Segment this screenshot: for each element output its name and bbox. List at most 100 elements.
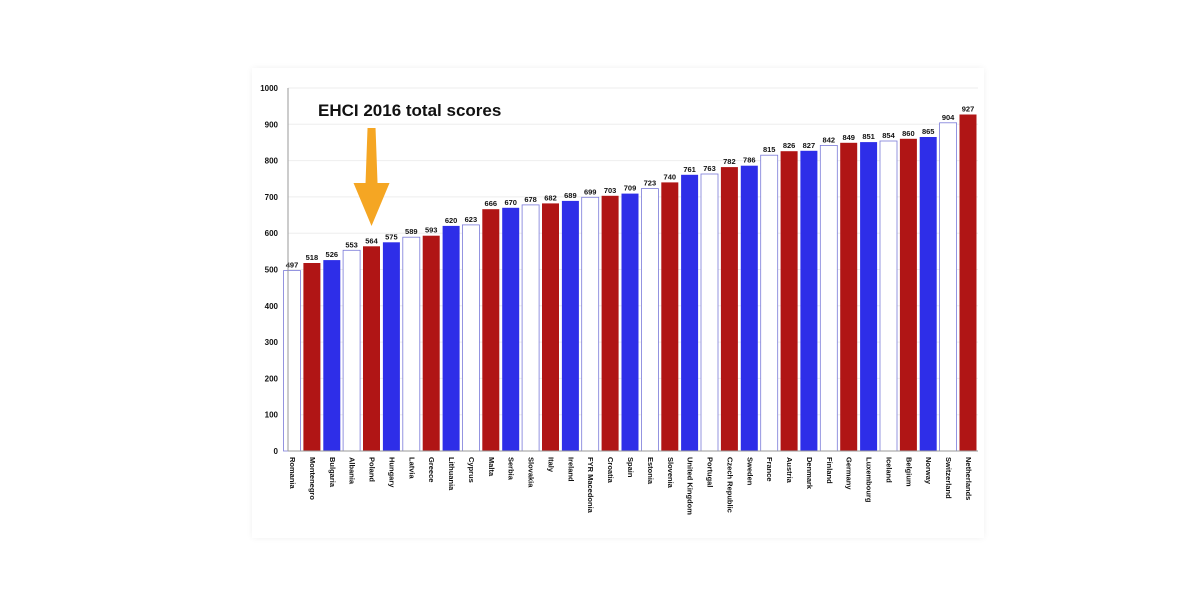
value-label: 740: [664, 172, 677, 181]
bar-luxembourg: [860, 142, 878, 451]
value-label: 709: [624, 184, 637, 193]
bar-sweden: [740, 165, 758, 451]
value-label: 689: [564, 191, 577, 200]
value-label: 927: [962, 105, 975, 114]
bar-germany: [840, 142, 858, 452]
category-label: Sweden: [745, 457, 754, 486]
category-label: Belgium: [904, 457, 913, 487]
category-label: Luxembourg: [865, 457, 874, 503]
bar-finland: [819, 145, 838, 452]
bar-albania: [342, 249, 361, 452]
category-label: Austria: [785, 457, 794, 484]
value-label: 623: [465, 215, 478, 224]
value-label: 786: [743, 156, 756, 165]
bar-denmark: [800, 150, 818, 452]
category-label: Spain: [626, 457, 635, 478]
y-tick-label: 200: [265, 374, 279, 383]
category-label: Croatia: [606, 457, 615, 484]
value-label: 865: [922, 127, 935, 136]
value-label: 782: [723, 157, 736, 166]
bar-italy: [542, 203, 559, 451]
value-label: 526: [326, 250, 339, 259]
arrow-shape: [353, 128, 390, 226]
value-label: 849: [842, 133, 855, 142]
category-label: Czech Republic: [725, 457, 734, 513]
category-label: Cyprus: [467, 457, 476, 483]
value-label: 842: [823, 135, 836, 144]
bar-greece: [422, 235, 440, 451]
y-tick-label: 800: [265, 157, 279, 166]
value-label: 763: [703, 164, 716, 173]
y-tick-label: 300: [265, 338, 279, 347]
bar-montenegro: [303, 263, 321, 451]
value-label: 860: [902, 129, 915, 138]
category-label: Slovenia: [666, 457, 675, 489]
category-label: Greece: [427, 457, 436, 482]
category-label: FYR Macedonia: [586, 457, 595, 514]
bar-czech-republic: [720, 167, 738, 451]
category-label: Denmark: [805, 457, 814, 490]
bar-poland: [363, 246, 380, 451]
value-label: 699: [584, 187, 597, 196]
y-tick-label: 1000: [260, 84, 278, 93]
category-label: Malta: [487, 457, 496, 477]
bar-spain: [621, 193, 639, 451]
bar-united-kingdom: [681, 174, 699, 452]
value-label: 815: [763, 145, 776, 154]
value-label: 682: [544, 193, 557, 202]
category-label: Bulgaria: [328, 457, 337, 488]
value-label: 620: [445, 216, 458, 225]
bar-cyprus: [461, 224, 480, 452]
category-label: Switzerland: [944, 457, 953, 499]
chart-title: EHCI 2016 total scores: [318, 101, 501, 120]
category-label: Montenegro: [308, 457, 317, 500]
category-label: Lithuania: [447, 457, 456, 491]
category-label: Latvia: [407, 457, 416, 480]
bar-france: [760, 154, 779, 452]
bar-belgium: [899, 138, 917, 452]
category-label: Finland: [825, 457, 834, 484]
value-label: 575: [385, 232, 398, 241]
category-label: Ireland: [566, 457, 575, 482]
bar-slovenia: [661, 182, 679, 451]
value-label: 761: [683, 165, 696, 174]
bar-chart: 497 Romania 518 Montenegro 526 Bulgaria 553 Alb…: [260, 84, 978, 515]
category-label: Serbia: [507, 457, 516, 481]
category-label: Hungary: [387, 457, 396, 488]
y-tick-label: 600: [265, 229, 279, 238]
bar-serbia: [502, 207, 520, 451]
bar-romania: [283, 270, 301, 452]
category-label: France: [765, 457, 774, 482]
category-label: Netherlands: [964, 457, 973, 500]
bar-iceland: [879, 140, 898, 452]
bar-austria: [780, 151, 798, 451]
category-label: Poland: [368, 457, 377, 482]
y-tick-label: 900: [265, 120, 279, 129]
bar-croatia: [601, 195, 619, 451]
value-label: 670: [504, 198, 517, 207]
value-label: 553: [345, 240, 358, 249]
y-tick-label: 100: [265, 411, 279, 420]
value-label: 723: [644, 179, 657, 188]
bar-portugal: [700, 173, 719, 452]
category-label: Portugal: [706, 457, 715, 487]
category-label: Italy: [547, 457, 556, 473]
value-label: 666: [485, 199, 498, 208]
bar-fyr-macedonia: [581, 196, 600, 452]
bar-hungary: [382, 242, 400, 451]
bar-lithuania: [442, 225, 460, 451]
category-label: Norway: [924, 457, 933, 485]
bar-ireland: [561, 200, 579, 451]
category-label: United Kingdom: [686, 457, 695, 515]
axis-layer: 0 100 200 300 400 500 600 700 800 900 1000: [260, 84, 978, 456]
bar-norway: [919, 137, 937, 451]
value-label: 703: [604, 186, 617, 195]
y-tick-label: 0: [274, 447, 279, 456]
value-label: 564: [365, 236, 378, 245]
bar-bulgaria: [323, 260, 341, 451]
value-label: 593: [425, 226, 438, 235]
bars-layer: [283, 114, 977, 452]
bar-netherlands: [959, 114, 977, 451]
category-label: Estonia: [646, 457, 655, 485]
y-tick-label: 500: [265, 266, 279, 275]
